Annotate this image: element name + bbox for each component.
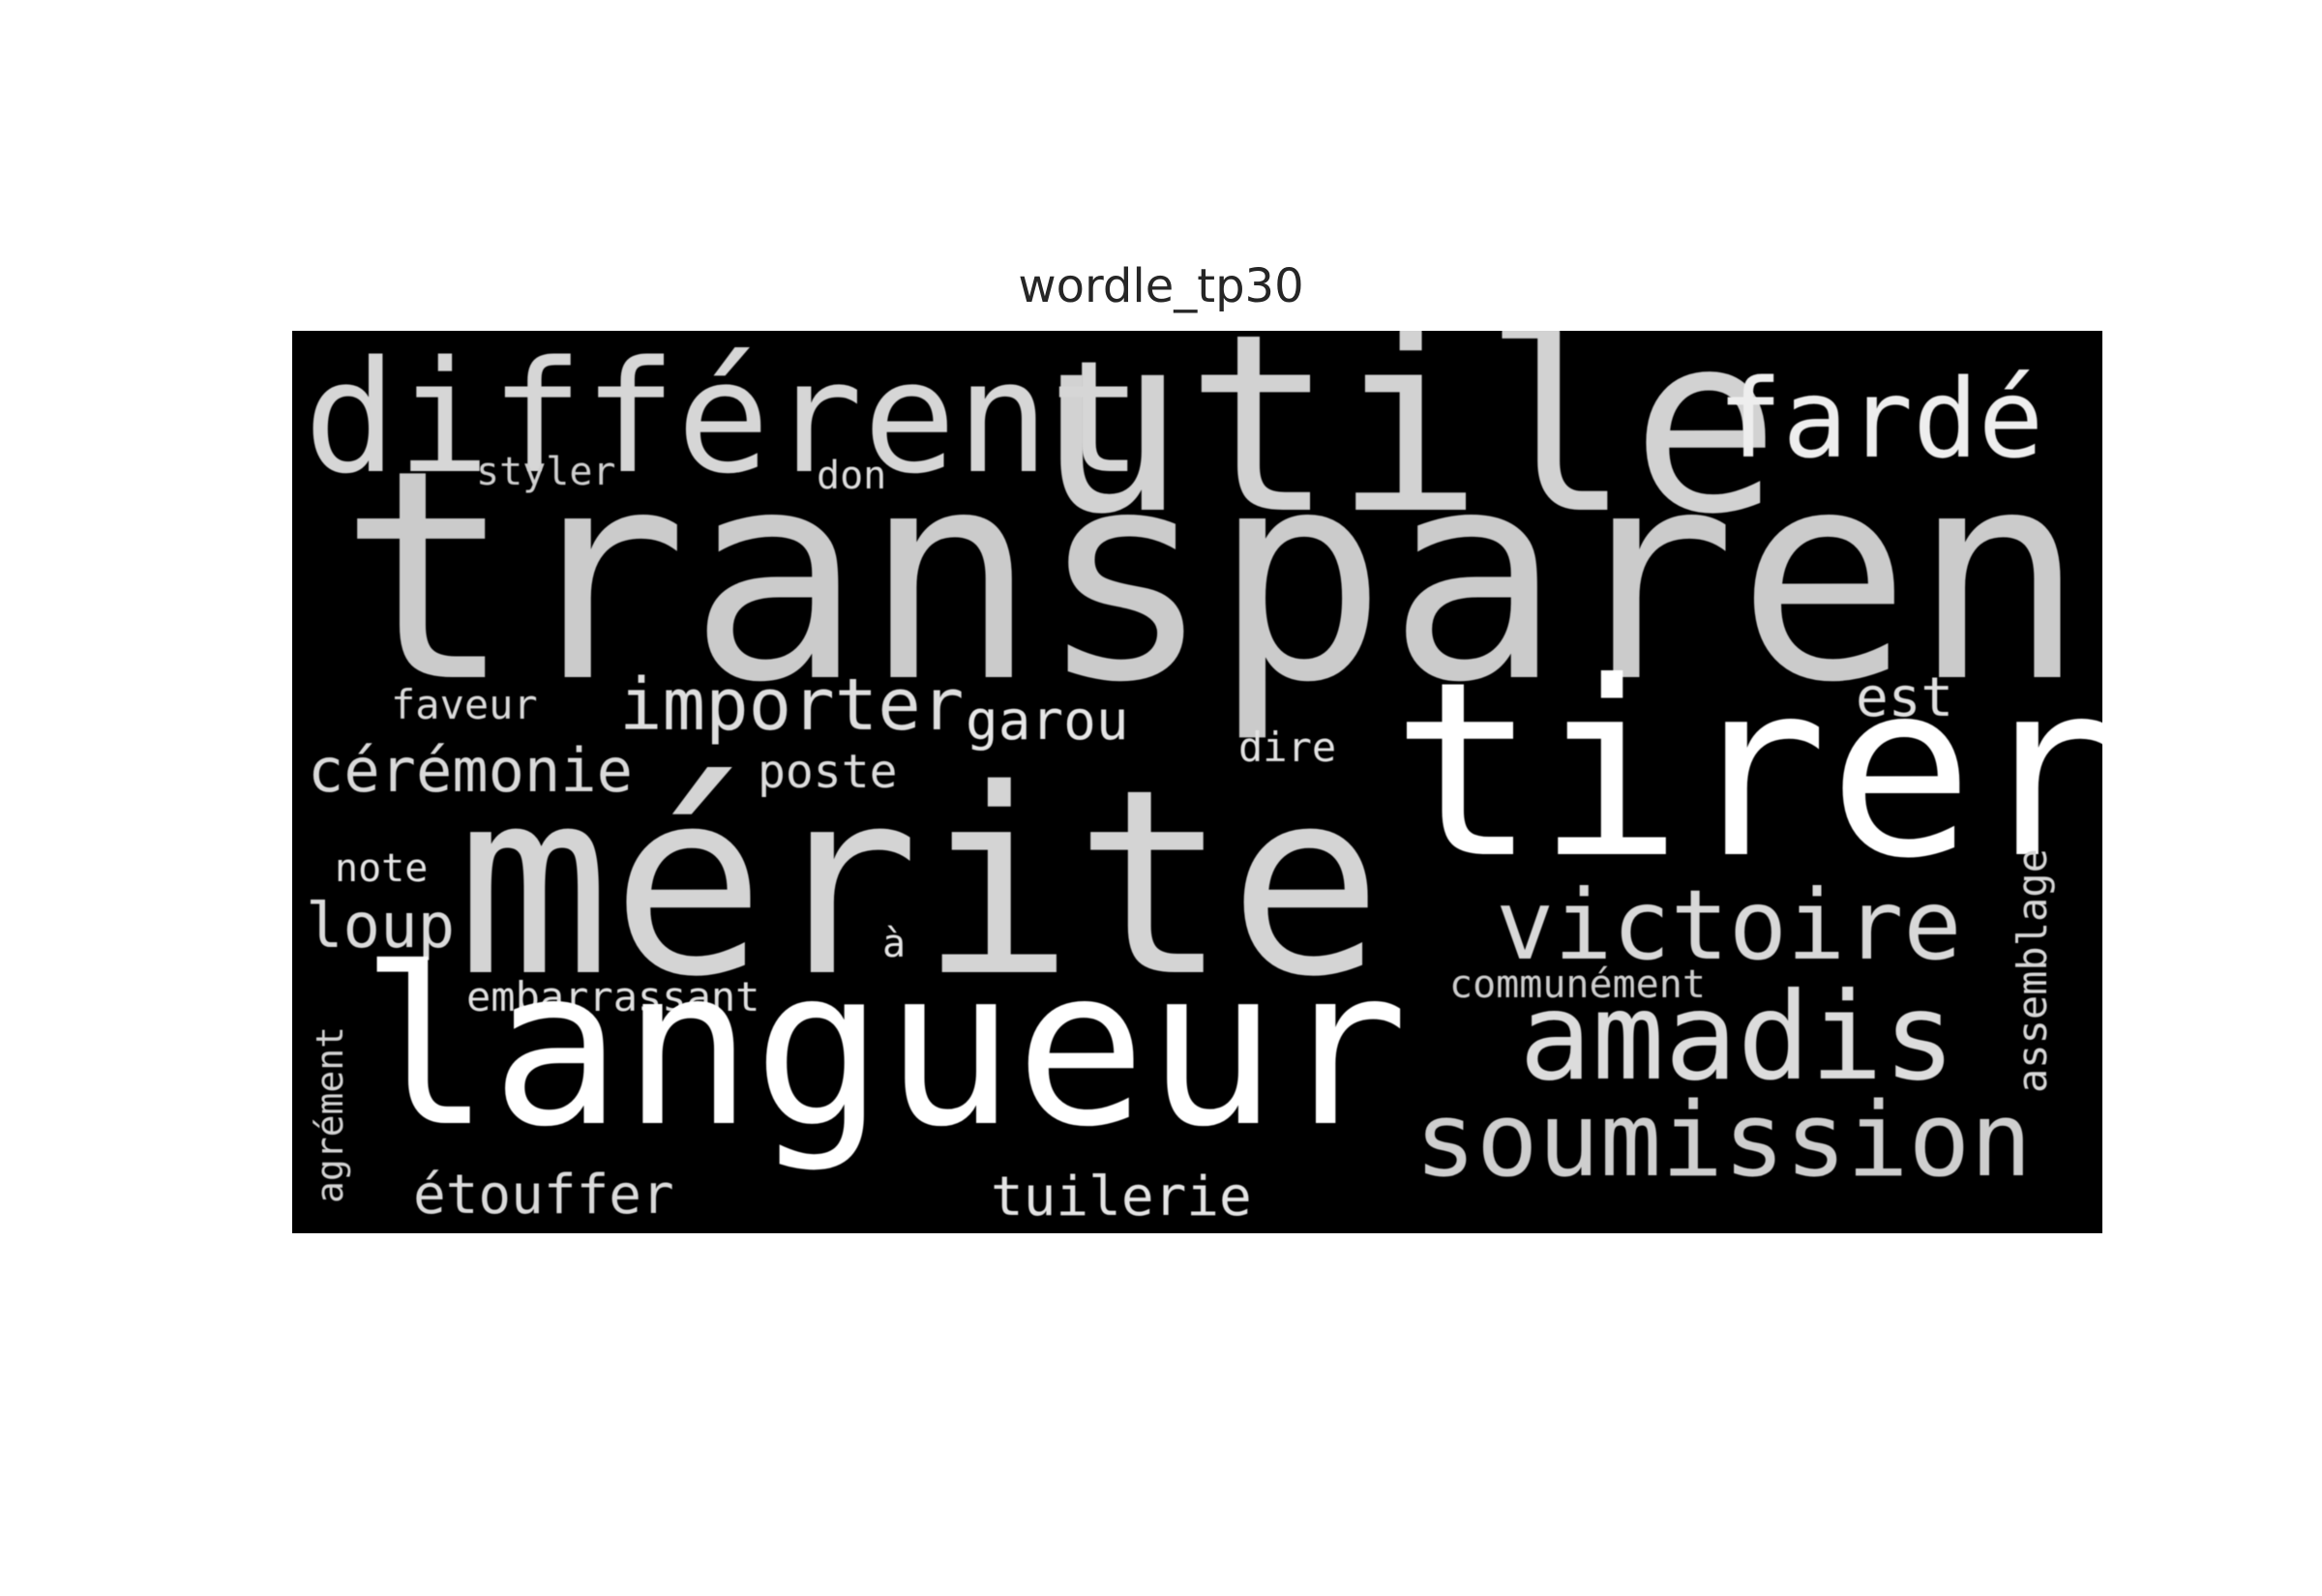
word-agrement: agrément	[309, 1025, 351, 1203]
word-embarrassant: embarrassant	[466, 973, 760, 1020]
word-assemblage: assemblage	[2009, 848, 2056, 1093]
word-farde: fardé	[1717, 357, 2044, 483]
word-ceremonie: cérémonie	[308, 735, 633, 806]
word-styler: styler	[476, 450, 616, 494]
word-transparent: transparent	[339, 408, 2102, 746]
word-a: à	[882, 922, 907, 966]
word-loup: loup	[306, 891, 456, 962]
word-communement: communément	[1449, 962, 1706, 1007]
word-poste: poste	[758, 745, 898, 799]
word-garou: garou	[966, 690, 1129, 753]
word-dire: dire	[1238, 724, 1337, 771]
word-victoire: victoire	[1496, 869, 1962, 982]
word-soumission: soumission	[1414, 1080, 2033, 1199]
word-cloud: utile différent fardé styler don transpa…	[292, 331, 2102, 1233]
word-faveur: faveur	[391, 681, 538, 728]
word-tuilerie: tuilerie	[991, 1166, 1252, 1228]
word-don: don	[817, 454, 887, 498]
figure-title: wordle_tp30	[1018, 259, 1304, 313]
word-merite: mérite	[457, 735, 1384, 1033]
word-utile: utile	[1037, 331, 1780, 569]
word-amadis: amadis	[1519, 967, 1956, 1108]
word-tirer: tirer	[1391, 630, 2102, 911]
word-importer: importer	[619, 664, 965, 747]
word-note: note	[335, 846, 429, 891]
word-est: est	[1856, 666, 1954, 729]
word-etouffer: étouffer	[413, 1164, 674, 1227]
word-different: différent	[304, 331, 1143, 508]
word-langueur: langueur	[360, 922, 1409, 1175]
